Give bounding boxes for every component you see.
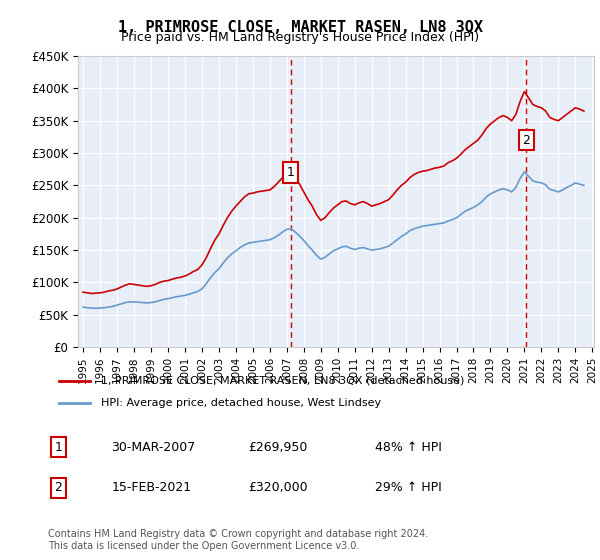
Text: 48% ↑ HPI: 48% ↑ HPI: [376, 441, 442, 454]
Text: 29% ↑ HPI: 29% ↑ HPI: [376, 482, 442, 494]
Text: HPI: Average price, detached house, West Lindsey: HPI: Average price, detached house, West…: [101, 398, 381, 408]
Text: £269,950: £269,950: [248, 441, 308, 454]
Text: Price paid vs. HM Land Registry's House Price Index (HPI): Price paid vs. HM Land Registry's House …: [121, 31, 479, 44]
Text: 2: 2: [55, 482, 62, 494]
Text: 2: 2: [523, 134, 530, 147]
Text: 1, PRIMROSE CLOSE, MARKET RASEN, LN8 3QX: 1, PRIMROSE CLOSE, MARKET RASEN, LN8 3QX: [118, 20, 482, 35]
Text: 1: 1: [55, 441, 62, 454]
Text: 1: 1: [287, 166, 295, 179]
Text: 30-MAR-2007: 30-MAR-2007: [112, 441, 196, 454]
Text: 15-FEB-2021: 15-FEB-2021: [112, 482, 191, 494]
Text: £320,000: £320,000: [248, 482, 308, 494]
Text: Contains HM Land Registry data © Crown copyright and database right 2024.
This d: Contains HM Land Registry data © Crown c…: [48, 529, 428, 551]
Text: 1, PRIMROSE CLOSE, MARKET RASEN, LN8 3QX (detached house): 1, PRIMROSE CLOSE, MARKET RASEN, LN8 3QX…: [101, 376, 464, 386]
